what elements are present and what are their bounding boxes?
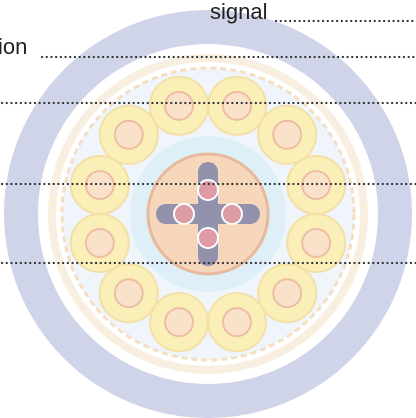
cable-cross-section [4, 10, 412, 418]
strand-core [301, 170, 332, 201]
strand-core [272, 119, 303, 150]
strand-core [301, 227, 332, 258]
strand-core [84, 170, 115, 201]
label-signal: signal [210, 0, 267, 24]
strand-core [221, 90, 252, 121]
strand-core [113, 278, 144, 309]
strand-core [272, 278, 303, 309]
strand-core [221, 307, 252, 338]
label-ion: ion [0, 34, 27, 59]
strand-core [164, 307, 195, 338]
conductor [173, 203, 195, 225]
conductor [221, 203, 243, 225]
cross-horizontal [156, 204, 260, 224]
strand-core [84, 227, 115, 258]
strand-core [113, 119, 144, 150]
conductor [197, 227, 219, 249]
strand-core [164, 90, 195, 121]
conductor [197, 179, 219, 201]
